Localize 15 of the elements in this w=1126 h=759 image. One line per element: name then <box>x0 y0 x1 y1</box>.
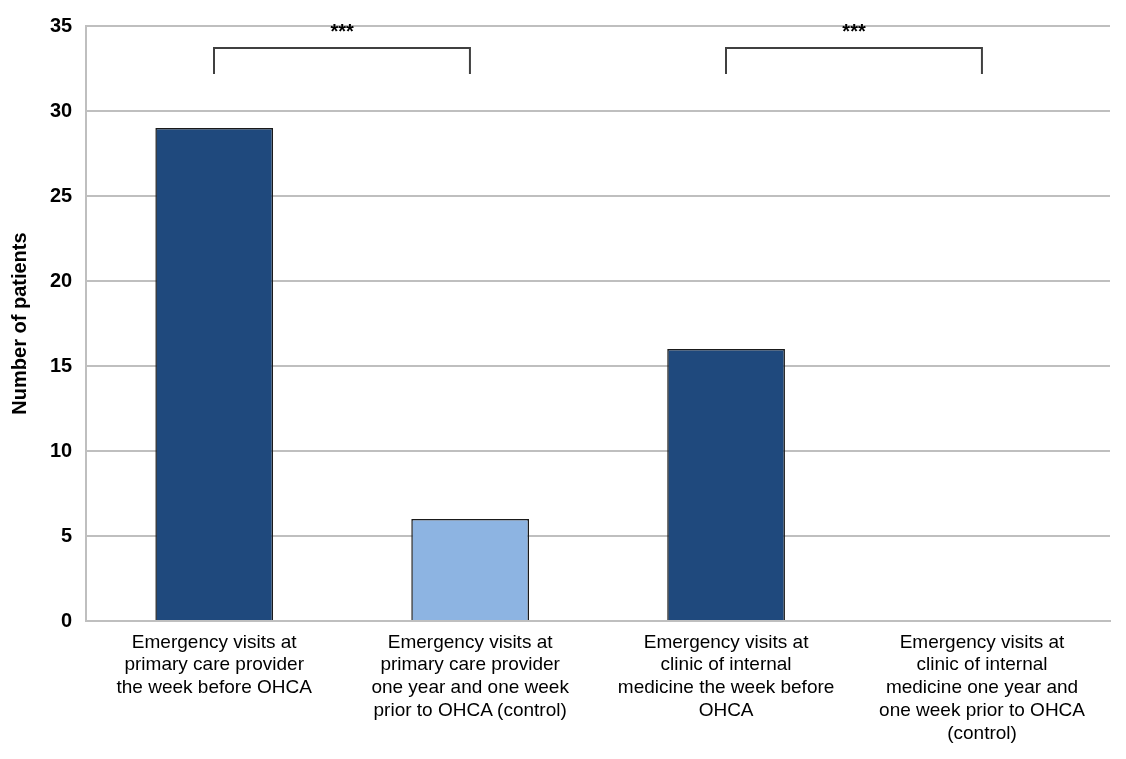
y-tick-label: 10 <box>50 438 73 461</box>
y-tick-label: 25 <box>50 183 73 206</box>
y-tick-label: 5 <box>61 523 73 546</box>
y-axis-title: Number of patients <box>7 232 30 415</box>
x-tick-label: Emergency visits at clinic of internal medicine one year and one week prior to OHCA (control) <box>879 630 1086 743</box>
x-tick-label: Emergency visits at primary care provider the week before OHCA <box>116 630 313 698</box>
x-tick-label: Emergency visits at primary care provider one year and one week prior to OHCA (control) <box>371 630 570 721</box>
y-tick-label: 30 <box>50 98 73 121</box>
y-tick-label: 35 <box>50 13 73 36</box>
annotation: *** <box>330 20 354 43</box>
y-tick-label: 20 <box>50 268 73 291</box>
y-tick-label: 0 <box>61 608 73 631</box>
y-tick-label: 15 <box>50 353 73 376</box>
annotation: *** <box>842 20 866 43</box>
x-tick-label: Emergency visits at clinic of internal medicine the week before OHCA <box>617 630 835 721</box>
